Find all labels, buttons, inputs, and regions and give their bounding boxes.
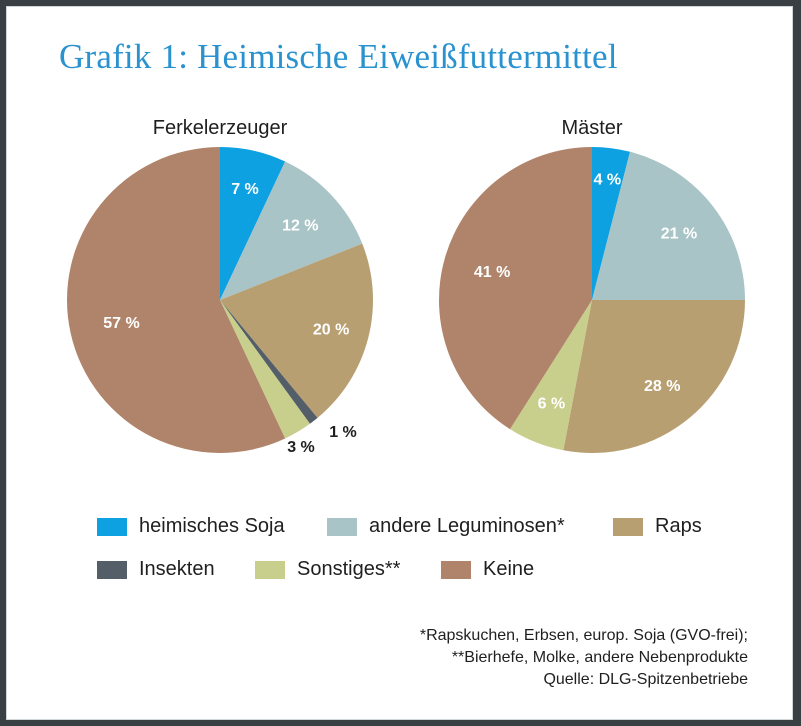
legend-label: Raps	[655, 515, 702, 537]
pie-data-label: 6 %	[538, 395, 566, 412]
pie-slice-sonstiges	[510, 300, 592, 451]
pie-charts: Ferkelerzeuger 7 % 12 % 20 % 1 % 3 % 57 % Mäste…	[66, 117, 745, 456]
pie-slice-raps	[220, 243, 374, 418]
legend-item-heimisches-soja: heimisches Soja	[97, 515, 285, 538]
pie-chart-2: Mäster 4 % 21 % 28 % 6 % 41 %	[439, 117, 745, 454]
footnote-rapskuchen: *Rapskuchen, Erbsen, europ. Soja (GVO-fr…	[419, 627, 748, 644]
pie-data-label: 12 %	[282, 218, 318, 235]
legend-label: Sonstiges**	[297, 558, 401, 580]
legend-swatch	[255, 560, 285, 579]
pie-data-label: 4 %	[594, 172, 622, 189]
pie-slice-heimisches-soja	[592, 147, 631, 300]
pie-data-label: 57 %	[103, 315, 139, 332]
pie-data-label: 3 %	[287, 439, 315, 456]
pie-slice-insekten	[220, 300, 318, 424]
legend-swatch	[613, 517, 643, 536]
legend-item-raps: Raps	[613, 515, 702, 538]
pie-slice-andere-leguminosen	[592, 151, 745, 300]
legend-label: Insekten	[139, 558, 215, 580]
legend-item-insekten: Insekten	[97, 558, 215, 581]
pie-data-label: 20 %	[313, 322, 349, 339]
legend: heimisches Soja andere Leguminosen* Raps…	[7, 7, 792, 580]
pie-data-label: 41 %	[474, 264, 510, 281]
legend-item-keine: Keine	[441, 558, 534, 581]
pie-slice-heimisches-soja	[220, 147, 286, 300]
pie-title: Mäster	[561, 117, 622, 139]
pie-slice-keine	[66, 146, 286, 453]
pie-data-label: 7 %	[231, 181, 259, 198]
pie-slice-keine	[439, 147, 592, 430]
legend-swatch	[97, 560, 127, 579]
footnote-bierhefe: **Bierhefe, Molke, andere Nebenprodukte	[451, 649, 748, 666]
legend-swatch	[327, 517, 357, 536]
legend-item-andere-leguminosen: andere Leguminosen*	[327, 515, 565, 538]
legend-label: Keine	[483, 558, 535, 580]
pie-chart-1: Ferkelerzeuger 7 % 12 % 20 % 1 % 3 % 57 %	[66, 117, 374, 456]
pie-title: Ferkelerzeuger	[153, 117, 288, 139]
pie-data-label: 1 %	[329, 424, 357, 441]
pie-slice-sonstiges	[220, 300, 310, 439]
source-note: Quelle: DLG-Spitzenbetriebe	[543, 671, 748, 688]
legend-swatch	[97, 517, 127, 536]
pie-slice-raps	[563, 300, 745, 454]
legend-label: heimisches Soja	[139, 515, 285, 537]
infographic-card: Grafik 1: Heimische Eiweißfuttermittel F…	[6, 6, 793, 720]
legend-item-sonstiges: Sonstiges**	[255, 558, 400, 581]
footnotes: *Rapskuchen, Erbsen, europ. Soja (GVO-fr…	[420, 625, 748, 691]
pie-data-label: 21 %	[661, 226, 697, 243]
pie-data-label: 28 %	[644, 378, 680, 395]
legend-swatch	[441, 560, 471, 579]
chart-title: Grafik 1: Heimische Eiweißfuttermittel	[59, 37, 618, 76]
pie-slice-andere-leguminosen	[220, 161, 363, 300]
legend-label: andere Leguminosen*	[369, 515, 565, 537]
